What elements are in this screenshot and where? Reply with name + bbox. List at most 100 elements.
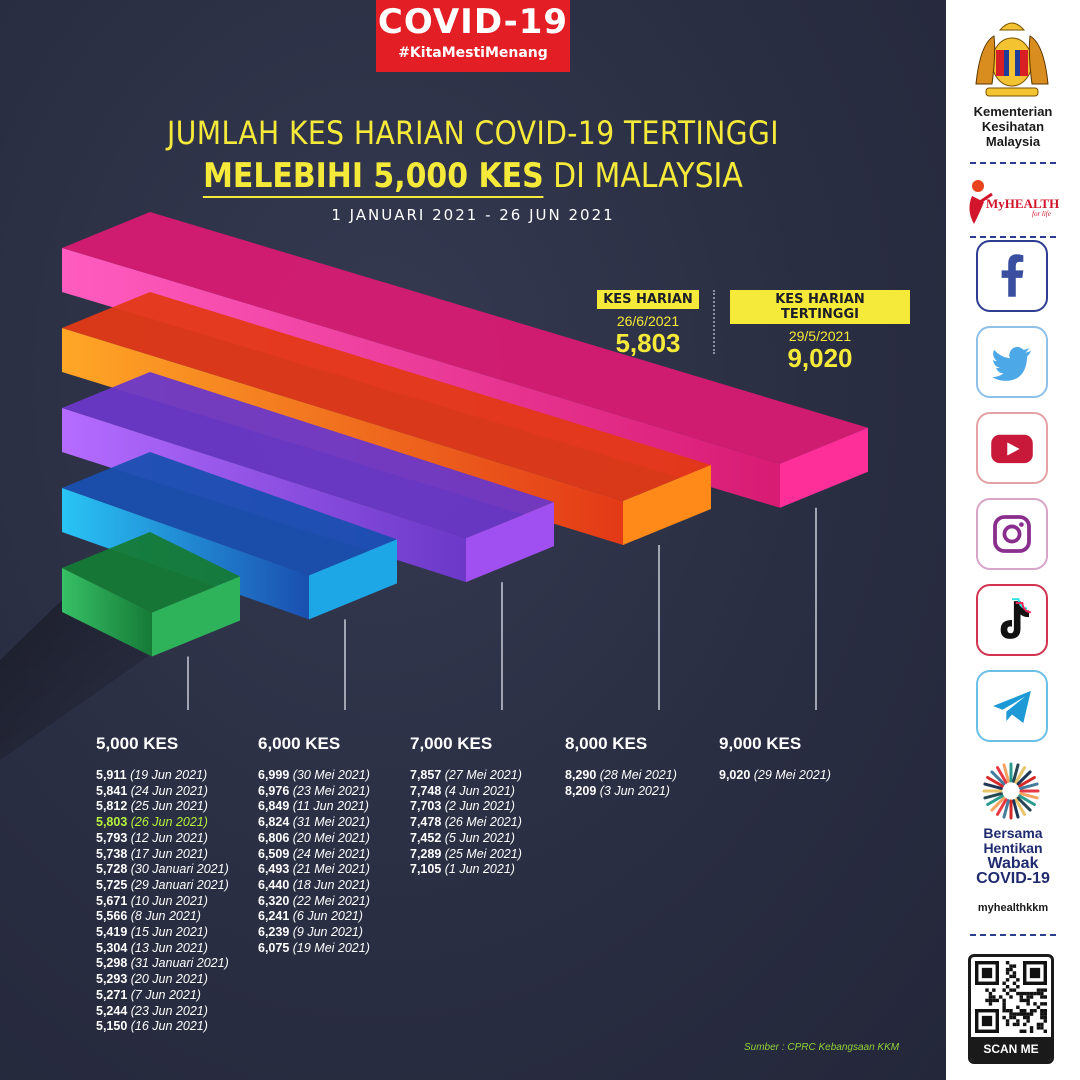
qr-cell [992,995,996,999]
qr-cell [988,998,993,1003]
case-value: 5,841 [96,783,128,798]
instagram-icon[interactable] [976,498,1048,570]
qr-cell [1029,1009,1034,1013]
qr-cell [1040,995,1044,999]
case-date: (10 Jun 2021) [127,893,208,908]
qr-cell [1026,1019,1030,1023]
qr-cell [1012,981,1017,985]
qr-cell [1023,991,1027,996]
campaign-line-2: Hentikan [983,840,1043,856]
qr-cell [1005,985,1010,989]
qr-cell [1019,1009,1023,1013]
list-item: 6,976 (23 Mei 2021) [258,784,370,800]
list-item: 6,806 (20 Mei 2021) [258,831,370,847]
qr-cell [1029,1012,1034,1016]
qr-cell [1019,991,1023,996]
case-date: (12 Jun 2021) [127,830,208,845]
qr-cell [1033,1002,1037,1006]
case-date: (26 Mei 2021) [441,815,522,830]
list-item: 6,849 (11 Jun 2021) [258,799,370,815]
ministry-name: Kementerian Kesihatan Malaysia [946,104,1080,149]
qr-cell [1009,967,1013,972]
case-date: (7 Jun 2021) [127,987,201,1002]
qr-cell [1016,1005,1020,1009]
source-note: Sumber : CPRC Kebangsaan KKM [744,1042,900,1053]
case-value: 6,806 [258,830,290,845]
list-item: 5,293 (20 Jun 2021) [96,972,229,988]
qr-cell [1005,1019,1010,1023]
bar-top-3 [62,292,711,501]
qr-cell [985,998,989,1003]
list-item: 6,509 (24 Mei 2021) [258,847,370,863]
case-value: 7,452 [410,830,442,845]
qr-cell [1005,971,1010,975]
qr-cell [1005,967,1010,972]
myhealth-logo: MyHEALTH for life [964,176,1064,236]
qr-cell [1029,995,1034,999]
qr-cell [1043,1002,1047,1006]
list-item: 6,239 (9 Jun 2021) [258,925,370,941]
qr-cell [1040,991,1044,996]
case-value: 5,150 [96,1019,128,1034]
qr-cell [988,991,993,996]
qr-cell [1043,1019,1047,1023]
qr-cell [1009,995,1013,999]
column-7000: 7,000 KES 7,857 (27 Mei 2021) 7,748 (4 Ju… [410,734,522,878]
list-item: 5,911 (19 Jun 2021) [96,768,229,784]
wheel-ray [990,796,1006,812]
stat-highest: KES HARIAN TERTINGGI 29/5/2021 9,020 [730,290,910,372]
case-value: 6,509 [258,846,290,861]
case-value: 5,671 [96,893,128,908]
qr-cell [1026,991,1030,996]
qr-cell [992,988,996,992]
wheel-ray [1018,776,1036,788]
facebook-icon[interactable] [976,240,1048,312]
qr-cell [1005,978,1010,982]
wheel-ray [1019,782,1039,790]
case-date: (31 Mei 2021) [289,815,370,830]
qr-cell [1023,1029,1027,1033]
qr-cell [1009,964,1013,968]
case-value: 5,293 [96,972,128,987]
qr-cell [1040,1022,1044,1027]
list-item: 5,725 (29 Januari 2021) [96,878,229,894]
telegram-icon[interactable] [976,670,1048,742]
list-item: 5,671 (10 Jun 2021) [96,894,229,910]
qr-cell [1016,991,1020,996]
qr-code[interactable]: SCAN ME [968,954,1054,1064]
case-date: (25 Mei 2021) [441,846,522,861]
wheel-ray [1012,799,1020,819]
qr-cell [1009,1012,1013,1016]
qr-cell [988,1002,993,1006]
case-value: 5,793 [96,830,128,845]
twitter-icon[interactable] [976,326,1048,398]
list-item: 8,209 (3 Jun 2021) [565,784,677,800]
infographic-main: COVID-19 #KitaMestiMenang JUMLAH KES HAR… [0,0,946,1080]
list-item: 5,419 (15 Jun 2021) [96,925,229,941]
case-date: (3 Jun 2021) [596,783,670,798]
qr-cell [1036,1005,1041,1009]
qr-cell [995,998,999,1003]
qr-cell [1016,1022,1020,1027]
qr-cell [1043,995,1047,999]
case-date: (26 Jun 2021) [127,815,208,830]
qr-cell [999,995,1003,999]
qr-cell [1040,1009,1044,1013]
divider [970,162,1056,164]
qr-cell [1016,985,1020,989]
qr-cell [1026,995,1030,999]
tiktok-icon[interactable] [976,584,1048,656]
list-item: 9,020 (29 Mei 2021) [719,768,831,784]
case-value: 7,289 [410,846,442,861]
wheel-ray [996,766,1008,784]
case-date: (19 Jun 2021) [126,768,208,782]
list-item: 5,304 (13 Jun 2021) [96,941,229,957]
youtube-icon[interactable] [976,412,1048,484]
bar-end-0 [152,576,240,657]
list-item: 6,440 (18 Jun 2021) [258,878,370,894]
covid-badge: COVID-19 #KitaMestiMenang [376,0,570,72]
ministry-line-3: Malaysia [985,134,1041,149]
case-value: 5,304 [96,940,128,955]
qr-cell [1033,1009,1037,1013]
scan-me-label: SCAN ME [971,1037,1051,1061]
